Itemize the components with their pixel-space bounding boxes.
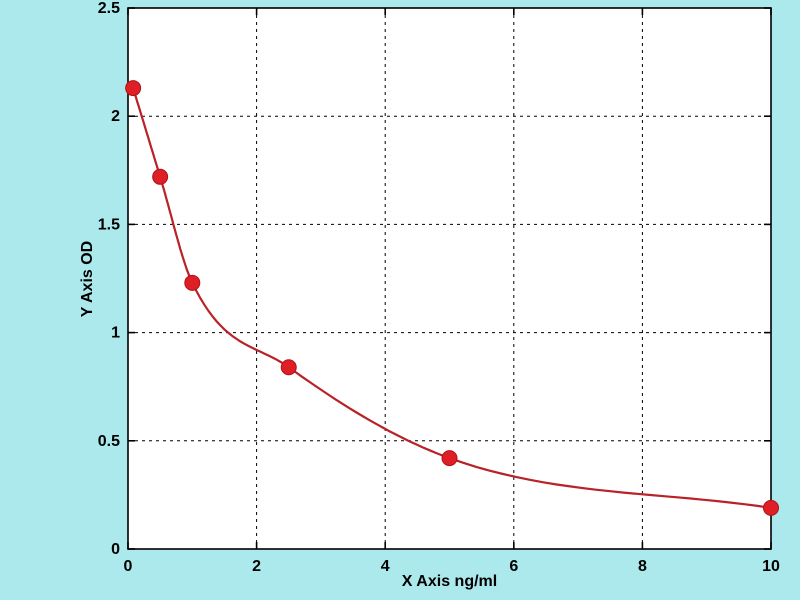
fit-curve bbox=[132, 87, 773, 509]
x-tick-label: 4 bbox=[381, 558, 390, 575]
data-point bbox=[184, 274, 201, 291]
x-tick-label: 2 bbox=[252, 558, 261, 575]
data-point bbox=[441, 450, 458, 467]
y-tick-label: 1.5 bbox=[98, 216, 120, 233]
data-point bbox=[763, 499, 779, 516]
data-point bbox=[125, 80, 142, 97]
data-point bbox=[280, 359, 297, 376]
y-axis-label: Y Axis OD bbox=[79, 240, 96, 318]
x-tick-label: 10 bbox=[762, 558, 780, 575]
x-tick-label: 6 bbox=[509, 558, 518, 575]
plot-border bbox=[127, 7, 772, 550]
y-tick-label: 0 bbox=[111, 541, 120, 558]
y-tick-label: 2.5 bbox=[98, 0, 120, 17]
y-tick-label: 1 bbox=[111, 325, 120, 342]
data-point bbox=[152, 168, 169, 185]
x-tick-label: 8 bbox=[638, 558, 647, 575]
y-tick-label: 0.5 bbox=[98, 433, 120, 450]
y-tick-label: 2 bbox=[111, 108, 120, 125]
plot-area bbox=[128, 8, 771, 549]
x-tick-label: 0 bbox=[124, 558, 133, 575]
x-axis-label: X Axis ng/ml bbox=[401, 573, 498, 590]
